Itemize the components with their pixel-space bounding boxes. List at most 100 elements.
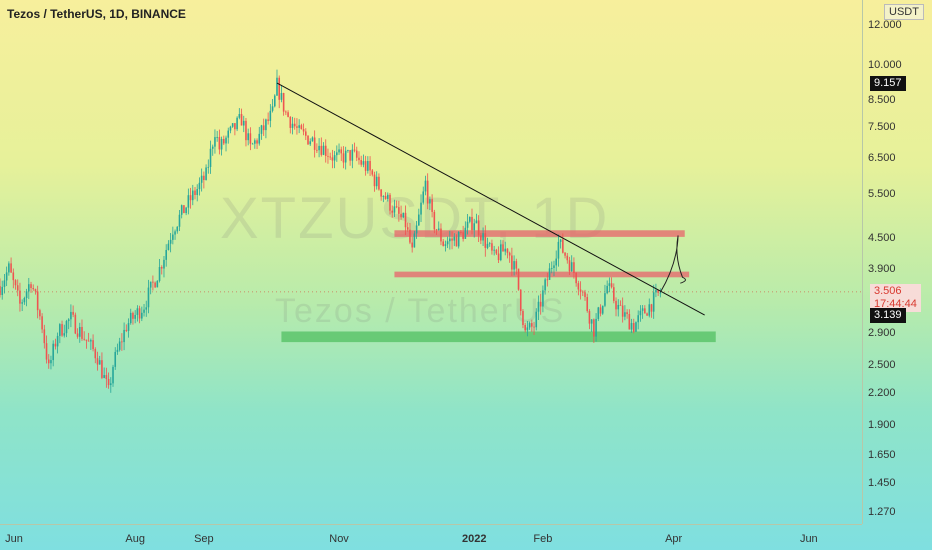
- candle-up: [446, 241, 449, 245]
- candle-up: [176, 226, 179, 232]
- descending-trendline: [276, 82, 705, 316]
- candle-up: [555, 258, 558, 266]
- price-plot[interactable]: [0, 0, 862, 524]
- candle-up: [8, 263, 10, 273]
- candle-up: [129, 312, 132, 324]
- candle-up: [50, 360, 52, 364]
- candle-down: [539, 301, 542, 307]
- candle-up: [207, 166, 210, 168]
- candle-up: [595, 318, 597, 337]
- candle-down: [138, 308, 141, 319]
- candle-up: [172, 234, 174, 240]
- price-tick-label: 4.500: [868, 231, 896, 244]
- candle-up: [322, 145, 325, 155]
- candle-down: [94, 349, 97, 359]
- candle-up: [276, 77, 278, 96]
- candle-up: [269, 110, 272, 121]
- candle-down: [657, 290, 659, 293]
- candle-up: [362, 161, 365, 165]
- candle-up: [542, 290, 544, 307]
- candle-up: [635, 322, 637, 332]
- candle-up: [637, 315, 639, 323]
- candle-down: [296, 126, 298, 128]
- candle-down: [10, 263, 12, 273]
- candle-down: [34, 289, 37, 292]
- candle-up: [169, 239, 172, 244]
- candle-down: [511, 255, 513, 270]
- candle-up: [251, 143, 254, 145]
- candle-down: [360, 160, 362, 165]
- candle-down: [349, 150, 351, 161]
- candle-down: [380, 189, 382, 197]
- chart-title: Tezos / TetherUS, 1D, BINANCE: [7, 7, 186, 21]
- candle-down: [411, 242, 413, 248]
- candle-down: [433, 211, 436, 230]
- candle-up: [486, 243, 489, 248]
- currency-label[interactable]: USDT: [884, 4, 924, 20]
- candle-up: [608, 283, 611, 286]
- candle-up: [606, 285, 608, 294]
- candle-down: [340, 149, 343, 154]
- candle-down: [497, 253, 500, 261]
- candle-down: [101, 360, 103, 378]
- candle-up: [344, 150, 347, 163]
- candle-down: [329, 156, 331, 158]
- time-tick-label: Apr: [665, 533, 683, 545]
- candle-down: [562, 239, 564, 253]
- candle-down: [92, 340, 94, 350]
- candle-up: [347, 150, 349, 151]
- candle-up: [98, 360, 101, 365]
- candle-down: [19, 290, 21, 304]
- candle-up: [116, 349, 119, 352]
- candle-up: [134, 314, 136, 319]
- candle-down: [628, 314, 631, 330]
- candle-down: [462, 232, 464, 239]
- time-tick-label: Feb: [533, 533, 553, 545]
- candle-up: [143, 309, 145, 313]
- candle-down: [524, 325, 526, 331]
- candle-up: [63, 333, 66, 336]
- candle-down: [575, 273, 577, 284]
- candle-down: [568, 260, 571, 272]
- candle-up: [386, 194, 389, 199]
- candle-up: [200, 175, 203, 183]
- candle-up: [597, 307, 600, 319]
- candle-up: [318, 145, 320, 151]
- candle-down: [369, 161, 371, 171]
- candle-down: [32, 288, 35, 290]
- time-axis[interactable]: [0, 524, 862, 551]
- candle-up: [457, 232, 460, 247]
- candle-up: [537, 301, 540, 312]
- candle-down: [515, 261, 518, 269]
- candle-down: [72, 311, 74, 315]
- candle-up: [123, 329, 125, 343]
- candle-down: [85, 339, 88, 341]
- candle-down: [364, 161, 367, 171]
- candle-up: [225, 137, 227, 144]
- candle-up: [473, 223, 476, 231]
- price-tick-label: 2.200: [868, 386, 896, 399]
- candle-down: [87, 340, 90, 342]
- candle-down: [249, 133, 252, 144]
- candle-up: [52, 343, 54, 361]
- candle-down: [564, 252, 566, 256]
- candle-up: [156, 280, 159, 288]
- candle-down: [223, 138, 225, 144]
- candle-down: [389, 194, 391, 211]
- candle-down: [43, 329, 46, 344]
- last-price-badge: 3.506 17:44:44: [870, 283, 921, 312]
- candle-down: [39, 310, 41, 317]
- time-tick-label: Jun: [799, 533, 818, 545]
- candle-down: [378, 176, 380, 190]
- candle-down: [293, 123, 296, 127]
- candle-up: [280, 93, 283, 100]
- candle-up: [464, 227, 467, 239]
- candle-up: [23, 298, 26, 303]
- price-tick-label: 2.900: [868, 326, 896, 339]
- price-axis[interactable]: [862, 0, 932, 524]
- candle-up: [429, 199, 431, 204]
- candle-down: [584, 292, 586, 298]
- price-tick-label: 10.000: [868, 58, 902, 71]
- candle-up: [375, 176, 378, 187]
- candle-up: [402, 212, 405, 218]
